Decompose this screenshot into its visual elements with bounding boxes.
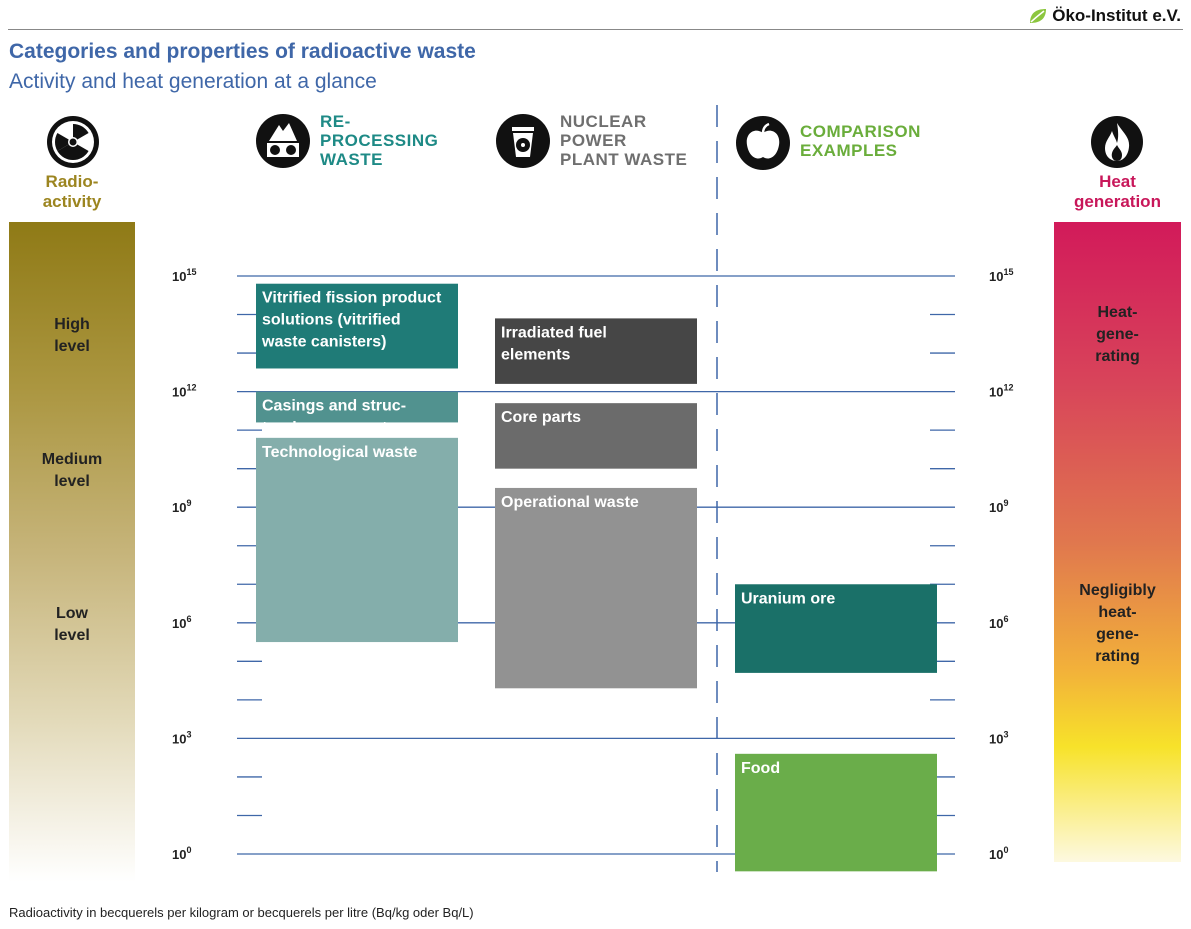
- range-box: [735, 753, 937, 872]
- range-box: [256, 391, 458, 423]
- comparison-header: COMPARISON EXAMPLES: [800, 122, 921, 160]
- tick-label-right: 100: [989, 845, 1008, 862]
- negligibly-heat-generating-label: Negligibly heat- gene- rating: [1079, 582, 1156, 665]
- heat-gradient-bar: [1054, 222, 1181, 862]
- page-title: Categories and properties of radioactive…: [9, 40, 476, 63]
- tick-label-left: 1015: [172, 267, 196, 284]
- flame-icon: [1091, 116, 1143, 168]
- range-box: [256, 283, 458, 369]
- footer-note: Radioactivity in becquerels per kilogram…: [9, 905, 474, 920]
- heat-generation-label: Heat generation: [1074, 172, 1161, 211]
- range-box: [495, 318, 697, 384]
- tick-label-right: 106: [989, 614, 1008, 631]
- tick-label-left: 109: [172, 498, 191, 515]
- tick-label-left: 1012: [172, 383, 196, 400]
- medium-level-label: Medium level: [41, 451, 103, 490]
- high-level-label: High level: [54, 316, 90, 355]
- range-box-label: Uranium ore: [741, 590, 835, 607]
- tick-label-left: 100: [172, 845, 191, 862]
- npp-header: NUCLEAR POWER PLANT WASTE: [560, 112, 688, 169]
- header-divider: [8, 29, 1183, 30]
- range-box-label: Core parts: [501, 409, 581, 426]
- apple-icon: [736, 116, 790, 170]
- range-box: [495, 487, 697, 689]
- tick-label-right: 103: [989, 729, 1008, 746]
- tick-label-right: 1015: [989, 267, 1013, 284]
- range-box-label: Casings and struc-tural components: [262, 398, 406, 437]
- radioactivity-gradient-bar: [9, 222, 135, 882]
- tick-label-left: 103: [172, 729, 191, 746]
- low-level-label: Low level: [54, 605, 90, 644]
- range-box: [735, 584, 937, 673]
- brand-logo: Öko-Institut e.V.: [1028, 6, 1181, 26]
- heat-generating-label: Heat- gene- rating: [1095, 304, 1140, 365]
- range-box-label: Vitrified fission product solutions (vitr…: [261, 290, 442, 351]
- tick-label-left: 106: [172, 614, 191, 631]
- range-box-label: Food: [741, 760, 780, 777]
- tick-label-right: 1012: [989, 383, 1013, 400]
- range-box-label: Irradiated fuel elements: [501, 324, 607, 363]
- reprocessing-waste-icon: [256, 114, 310, 168]
- range-box-label: Operational waste: [501, 494, 639, 511]
- leaf-icon: [1030, 9, 1047, 23]
- radioactivity-label: Radio- activity: [42, 172, 102, 211]
- brand-name: Öko-Institut e.V.: [1052, 6, 1181, 25]
- range-box-label: Technological waste: [262, 444, 417, 461]
- page-subtitle: Activity and heat generation at a glance: [9, 70, 377, 93]
- reprocessing-header: RE- PROCESSING WASTE: [320, 112, 439, 169]
- waste-bin-icon: [496, 114, 550, 168]
- radiation-icon: [47, 116, 99, 168]
- range-box: [495, 403, 697, 469]
- range-box: [256, 437, 458, 643]
- tick-label-right: 109: [989, 498, 1008, 515]
